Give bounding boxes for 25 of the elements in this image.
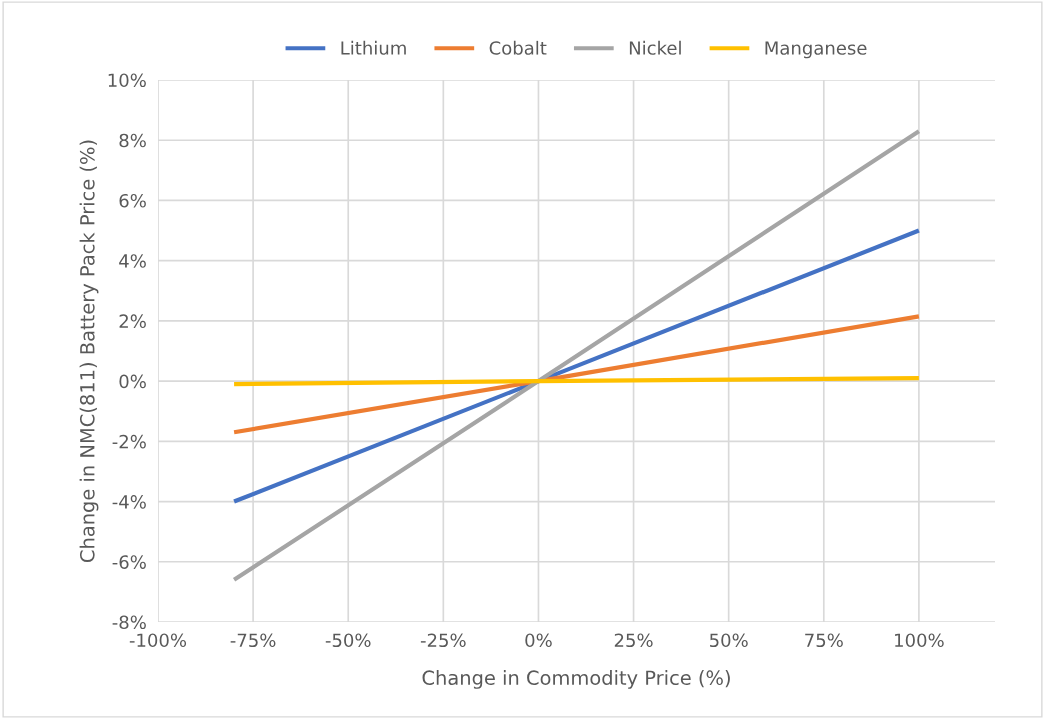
x-tick-label: 50% <box>710 633 748 648</box>
y-tick-label: -4% <box>112 495 146 509</box>
legend-label: Cobalt <box>489 40 547 55</box>
x-tick-label: -50% <box>325 633 371 648</box>
x-tick-label: -25% <box>420 633 466 648</box>
legend-label: Nickel <box>629 40 681 55</box>
x-tick-label: 100% <box>895 633 944 648</box>
x-tick-label: 0% <box>525 633 552 648</box>
y-tick-label: 4% <box>119 254 146 268</box>
y-tick-label: 10% <box>108 73 146 88</box>
x-axis-title: Change in Commodity Price (%) <box>422 670 730 689</box>
y-tick-label: 8% <box>119 133 146 148</box>
x-tick-label: -75% <box>230 633 276 648</box>
y-tick-label: -2% <box>112 434 146 449</box>
y-tick-label: 2% <box>119 314 146 329</box>
y-tick-label: 6% <box>119 193 146 208</box>
x-tick-label: 25% <box>614 633 653 648</box>
y-tick-label: 0% <box>119 374 146 389</box>
legend-label: Manganese <box>765 41 867 59</box>
x-tick-label: 75% <box>805 633 843 648</box>
x-tick-label: -100% <box>129 633 187 648</box>
y-axis-title: Change in NMC(811) Battery Pack Price (%) <box>79 140 99 563</box>
y-tick-label: -8% <box>112 615 146 630</box>
legend-label: Lithium <box>341 40 406 55</box>
y-tick-label: -6% <box>112 555 146 569</box>
